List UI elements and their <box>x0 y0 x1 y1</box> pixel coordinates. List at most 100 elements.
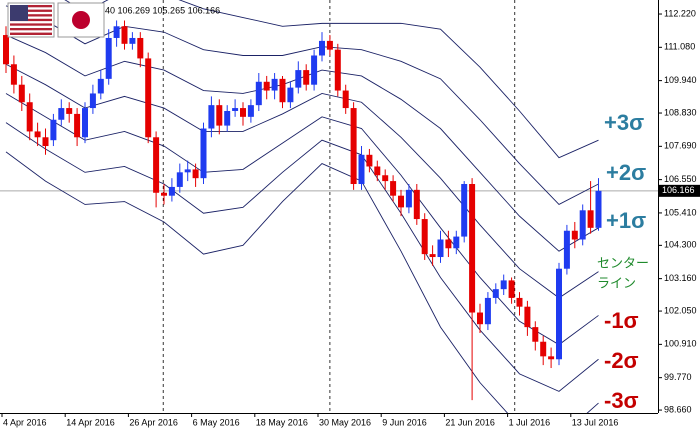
candle-body <box>484 297 491 325</box>
bollinger-band <box>64 0 599 159</box>
last-price-box <box>659 184 700 197</box>
candle-body <box>579 210 586 240</box>
candle-body <box>342 90 349 109</box>
annotation: +1σ <box>606 208 646 233</box>
candle-body <box>279 78 286 103</box>
annotation: -1σ <box>604 308 639 333</box>
y-tick-label: 102.050 <box>664 305 697 315</box>
x-tick-label: 18 May 2016 <box>256 417 308 427</box>
candle-body <box>121 26 128 44</box>
annotation: +3σ <box>604 110 644 135</box>
candle-body <box>129 37 136 44</box>
candle-body <box>240 108 246 117</box>
candle-body <box>208 105 215 129</box>
candle-body <box>42 137 49 147</box>
jp-flag <box>57 2 105 38</box>
annotation: センター <box>597 255 649 270</box>
candle-body <box>421 219 428 255</box>
candle-body <box>595 190 602 228</box>
annotation: +2σ <box>606 160 646 185</box>
candle-body <box>145 58 152 138</box>
y-tick-label: 108.830 <box>664 107 697 117</box>
candle-body <box>398 195 404 208</box>
candle-body <box>437 239 444 258</box>
last-price-label: 106.166 <box>662 185 695 195</box>
annotation: -2σ <box>604 348 639 373</box>
candle-body <box>255 81 262 106</box>
candle-body <box>58 108 65 120</box>
candle-body <box>477 312 483 325</box>
x-tick-label: 14 Apr 2016 <box>66 417 115 427</box>
x-tick-label: 4 Apr 2016 <box>3 417 47 427</box>
x-tick-label: 30 May 2016 <box>319 417 371 427</box>
candle-body <box>271 78 278 91</box>
x-tick-label: 13 Jul 2016 <box>572 417 619 427</box>
x-tick-label: 6 May 2016 <box>193 417 240 427</box>
candle-body <box>563 230 570 269</box>
candle-body <box>524 306 531 328</box>
candle-body <box>82 108 88 138</box>
candle-body <box>366 154 373 167</box>
candle-body <box>153 137 160 193</box>
y-tick-label: 104.300 <box>664 240 697 250</box>
candle-body <box>571 230 578 240</box>
y-tick-label: 100.910 <box>664 339 697 349</box>
candle-body <box>453 236 460 249</box>
candle-body <box>358 154 365 185</box>
bollinger-band <box>5 122 599 392</box>
candle-body <box>161 192 167 196</box>
candle-body <box>429 254 436 258</box>
candle-body <box>26 102 33 132</box>
x-tick-label: 26 Apr 2016 <box>129 417 178 427</box>
candle-body <box>556 268 562 360</box>
bollinger-band <box>5 63 599 299</box>
x-tick-label: 21 Jun 2016 <box>445 417 495 427</box>
candle-body <box>334 49 341 91</box>
candle-body <box>500 280 507 290</box>
y-tick-label: 111.080 <box>664 42 695 52</box>
annotation: -3σ <box>604 388 639 413</box>
candle-body <box>461 184 468 237</box>
candle-body <box>350 108 357 185</box>
candle-body <box>311 55 318 85</box>
candle-body <box>303 70 310 85</box>
candle-body <box>374 166 381 176</box>
candle-body <box>295 70 302 88</box>
bollinger-band <box>5 34 599 252</box>
candle-body <box>66 108 73 114</box>
candle-body <box>326 40 333 50</box>
candle-body <box>113 26 120 38</box>
bollinger-band <box>5 5 599 206</box>
bollinger-band <box>5 151 599 413</box>
candle-body <box>216 105 223 126</box>
candle-body <box>532 327 539 342</box>
candle-body <box>445 239 452 249</box>
y-tick-label: 98.660 <box>664 404 692 414</box>
x-tick-label: 9 Jun 2016 <box>382 417 427 427</box>
y-tick-label: 105.410 <box>664 207 697 217</box>
candle-body <box>50 119 57 141</box>
candle-body <box>319 40 325 56</box>
candle-body <box>18 84 25 103</box>
x-tick-label: 1 Jul 2016 <box>509 417 551 427</box>
candle-body <box>413 189 420 220</box>
y-tick-label: 106.550 <box>664 174 697 184</box>
candle-body <box>97 78 104 94</box>
candle-body <box>508 280 515 298</box>
candle-body <box>263 81 270 91</box>
y-tick-label: 99.770 <box>664 372 692 382</box>
candle-body <box>390 181 397 196</box>
candle-body <box>382 175 389 182</box>
candle-body <box>232 108 239 111</box>
candle-body <box>540 341 547 357</box>
us-flag <box>7 2 55 38</box>
candle-body <box>10 64 17 85</box>
y-tick-label: 109.940 <box>664 75 697 85</box>
ohlc-header: 40 106.269 105.265 106.166 <box>105 5 220 15</box>
candle-body <box>89 93 96 109</box>
bollinger-band <box>5 93 599 346</box>
candle-body <box>405 189 412 208</box>
candle-body <box>469 184 476 313</box>
y-tick-label: 103.160 <box>664 273 697 283</box>
